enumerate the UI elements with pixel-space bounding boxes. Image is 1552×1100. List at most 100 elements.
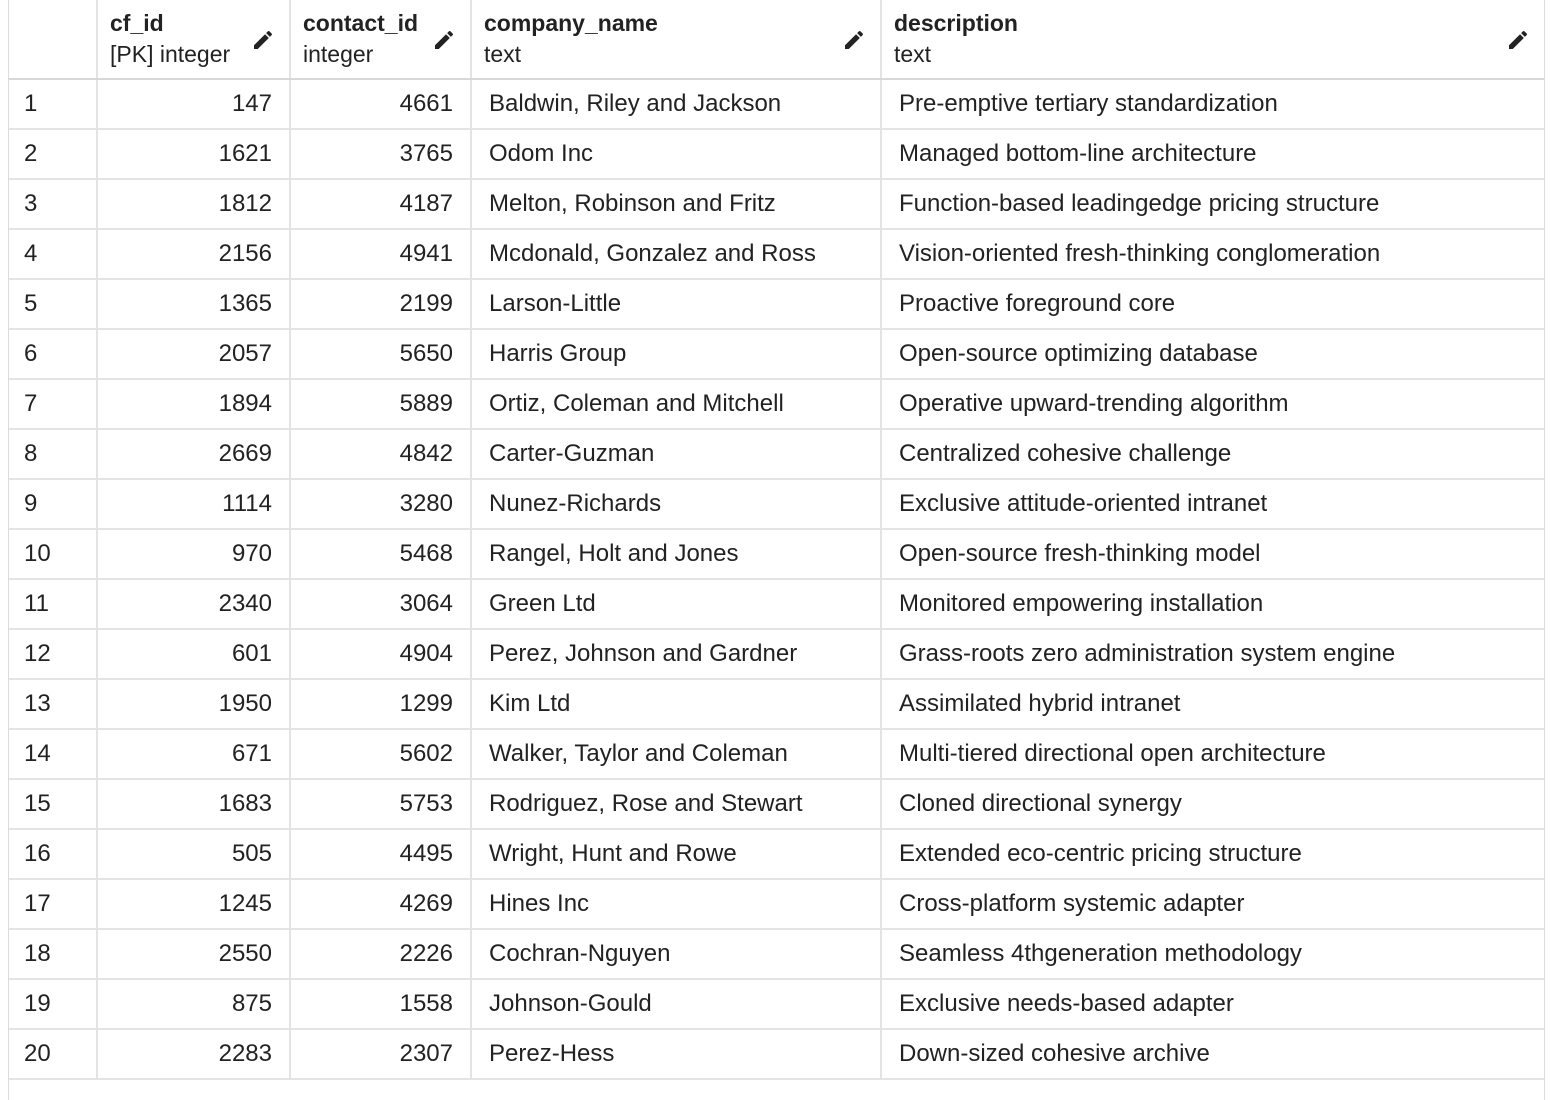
cf-id-cell[interactable]: 2283 bbox=[98, 1030, 291, 1078]
description-cell[interactable]: Assimilated hybrid intranet bbox=[899, 690, 1181, 717]
contact-id-cell[interactable]: 5650 bbox=[291, 330, 472, 378]
contact-id-cell[interactable]: 4661 bbox=[291, 80, 472, 128]
description-cell[interactable]: Proactive foreground core bbox=[899, 290, 1176, 317]
description-cell[interactable]: Function-based leadingedge pricing struc… bbox=[899, 190, 1380, 217]
description-cell[interactable]: Down-sized cohesive archive bbox=[899, 1040, 1210, 1067]
company-name-cell[interactable]: Harris Group bbox=[472, 330, 882, 378]
row-number-cell[interactable]: 1 bbox=[9, 80, 98, 128]
contact-id-cell[interactable]: 5602 bbox=[291, 730, 472, 778]
cf-id-cell[interactable]: 147 bbox=[98, 80, 291, 128]
row-number-cell[interactable]: 12 bbox=[9, 630, 98, 678]
contact-id-cell[interactable]: 5468 bbox=[291, 530, 472, 578]
description-cell[interactable]: Cross-platform systemic adapter bbox=[899, 890, 1245, 917]
table-row[interactable]: 16 505 4495 Wright, Hunt and Rowe Extended e… bbox=[9, 830, 1544, 880]
cf-id-cell[interactable]: 1812 bbox=[98, 180, 291, 228]
cf-id-cell[interactable]: 1950 bbox=[98, 680, 291, 728]
contact-id-cell[interactable]: 3064 bbox=[291, 580, 472, 628]
table-row[interactable]: 13 1950 1299 Kim Ltd Assimilated hybrid intr… bbox=[9, 680, 1544, 730]
contact-id-cell[interactable]: 5889 bbox=[291, 380, 472, 428]
table-row[interactable]: 4 2156 4941 Mcdonald, Gonzalez and Ross Visi… bbox=[9, 230, 1544, 280]
description-cell[interactable]: Centralized cohesive challenge bbox=[899, 440, 1232, 467]
company-name-cell[interactable]: Rodriguez, Rose and Stewart bbox=[472, 780, 882, 828]
edit-pencil-icon[interactable] bbox=[1506, 28, 1530, 52]
contact-id-cell[interactable]: 4495 bbox=[291, 830, 472, 878]
column-header-cf-id[interactable]: cf_id [PK] integer bbox=[98, 0, 291, 78]
company-name-cell[interactable]: Larson-Little bbox=[472, 280, 882, 328]
table-row[interactable]: 2 1621 3765 Odom Inc Managed bottom-line arc… bbox=[9, 130, 1544, 180]
description-cell[interactable]: Grass-roots zero administration system e… bbox=[899, 640, 1396, 667]
table-row[interactable]: 19 875 1558 Johnson-Gould Exclusive needs-ba… bbox=[9, 980, 1544, 1030]
column-header-company-name[interactable]: company_name text bbox=[472, 0, 882, 78]
contact-id-cell[interactable]: 5753 bbox=[291, 780, 472, 828]
company-name-cell[interactable]: Carter-Guzman bbox=[472, 430, 882, 478]
column-header-contact-id[interactable]: contact_id integer bbox=[291, 0, 472, 78]
company-name-cell[interactable]: Cochran-Nguyen bbox=[472, 930, 882, 978]
table-row[interactable]: 9 1114 3280 Nunez-Richards Exclusive attitud… bbox=[9, 480, 1544, 530]
table-row[interactable]: 20 2283 2307 Perez-Hess Down-sized cohesive … bbox=[9, 1030, 1544, 1080]
contact-id-cell[interactable]: 4269 bbox=[291, 880, 472, 928]
table-row[interactable]: 6 2057 5650 Harris Group Open-source optimiz… bbox=[9, 330, 1544, 380]
row-number-cell[interactable]: 19 bbox=[9, 980, 98, 1028]
description-cell[interactable]: Cloned directional synergy bbox=[899, 790, 1182, 817]
row-number-cell[interactable]: 11 bbox=[9, 580, 98, 628]
row-number-cell[interactable]: 9 bbox=[9, 480, 98, 528]
cf-id-cell[interactable]: 2156 bbox=[98, 230, 291, 278]
company-name-cell[interactable]: Melton, Robinson and Fritz bbox=[472, 180, 882, 228]
company-name-cell[interactable]: Wright, Hunt and Rowe bbox=[472, 830, 882, 878]
description-cell[interactable]: Multi-tiered directional open architectu… bbox=[899, 740, 1326, 767]
description-cell[interactable]: Vision-oriented fresh-thinking conglomer… bbox=[899, 240, 1381, 267]
company-name-cell[interactable]: Perez-Hess bbox=[472, 1030, 882, 1078]
company-name-cell[interactable]: Nunez-Richards bbox=[472, 480, 882, 528]
cf-id-cell[interactable]: 1365 bbox=[98, 280, 291, 328]
contact-id-cell[interactable]: 2307 bbox=[291, 1030, 472, 1078]
description-cell[interactable]: Pre-emptive tertiary standardization bbox=[899, 90, 1278, 117]
row-number-cell[interactable]: 5 bbox=[9, 280, 98, 328]
row-number-header[interactable] bbox=[9, 0, 98, 78]
contact-id-cell[interactable]: 1299 bbox=[291, 680, 472, 728]
contact-id-cell[interactable]: 3280 bbox=[291, 480, 472, 528]
description-cell[interactable]: Open-source optimizing database bbox=[899, 340, 1258, 367]
cf-id-cell[interactable]: 671 bbox=[98, 730, 291, 778]
description-cell[interactable]: Managed bottom-line architecture bbox=[899, 140, 1257, 167]
description-cell[interactable]: Monitored empowering installation bbox=[899, 590, 1264, 617]
contact-id-cell[interactable]: 3765 bbox=[291, 130, 472, 178]
row-number-cell[interactable]: 20 bbox=[9, 1030, 98, 1078]
description-cell[interactable]: Seamless 4thgeneration methodology bbox=[899, 940, 1302, 967]
company-name-cell[interactable]: Baldwin, Riley and Jackson bbox=[472, 80, 882, 128]
cf-id-cell[interactable]: 2669 bbox=[98, 430, 291, 478]
table-row[interactable]: 7 1894 5889 Ortiz, Coleman and Mitchell Oper… bbox=[9, 380, 1544, 430]
row-number-cell[interactable]: 18 bbox=[9, 930, 98, 978]
table-row[interactable]: 5 1365 2199 Larson-Little Proactive foregrou… bbox=[9, 280, 1544, 330]
cf-id-cell[interactable]: 1894 bbox=[98, 380, 291, 428]
row-number-cell[interactable]: 8 bbox=[9, 430, 98, 478]
row-number-cell[interactable]: 10 bbox=[9, 530, 98, 578]
company-name-cell[interactable]: Odom Inc bbox=[472, 130, 882, 178]
row-number-cell[interactable]: 6 bbox=[9, 330, 98, 378]
cf-id-cell[interactable]: 2550 bbox=[98, 930, 291, 978]
table-row[interactable]: 11 2340 3064 Green Ltd Monitored empowering … bbox=[9, 580, 1544, 630]
row-number-cell[interactable]: 16 bbox=[9, 830, 98, 878]
cf-id-cell[interactable]: 2057 bbox=[98, 330, 291, 378]
cf-id-cell[interactable]: 1621 bbox=[98, 130, 291, 178]
table-row[interactable]: 14 671 5602 Walker, Taylor and Coleman Multi… bbox=[9, 730, 1544, 780]
row-number-cell[interactable]: 3 bbox=[9, 180, 98, 228]
contact-id-cell[interactable]: 4941 bbox=[291, 230, 472, 278]
row-number-cell[interactable]: 4 bbox=[9, 230, 98, 278]
cf-id-cell[interactable]: 1245 bbox=[98, 880, 291, 928]
contact-id-cell[interactable]: 4187 bbox=[291, 180, 472, 228]
description-cell[interactable]: Exclusive needs-based adapter bbox=[899, 990, 1234, 1017]
company-name-cell[interactable]: Walker, Taylor and Coleman bbox=[472, 730, 882, 778]
row-number-cell[interactable]: 17 bbox=[9, 880, 98, 928]
company-name-cell[interactable]: Perez, Johnson and Gardner bbox=[472, 630, 882, 678]
company-name-cell[interactable]: Rangel, Holt and Jones bbox=[472, 530, 882, 578]
contact-id-cell[interactable]: 1558 bbox=[291, 980, 472, 1028]
table-row[interactable]: 15 1683 5753 Rodriguez, Rose and Stewart Clo… bbox=[9, 780, 1544, 830]
table-row[interactable]: 1 147 4661 Baldwin, Riley and Jackson Pre-em… bbox=[9, 80, 1544, 130]
cf-id-cell[interactable]: 875 bbox=[98, 980, 291, 1028]
table-row[interactable]: 12 601 4904 Perez, Johnson and Gardner Grass… bbox=[9, 630, 1544, 680]
row-number-cell[interactable]: 14 bbox=[9, 730, 98, 778]
edit-pencil-icon[interactable] bbox=[842, 28, 866, 52]
company-name-cell[interactable]: Green Ltd bbox=[472, 580, 882, 628]
contact-id-cell[interactable]: 4904 bbox=[291, 630, 472, 678]
contact-id-cell[interactable]: 4842 bbox=[291, 430, 472, 478]
